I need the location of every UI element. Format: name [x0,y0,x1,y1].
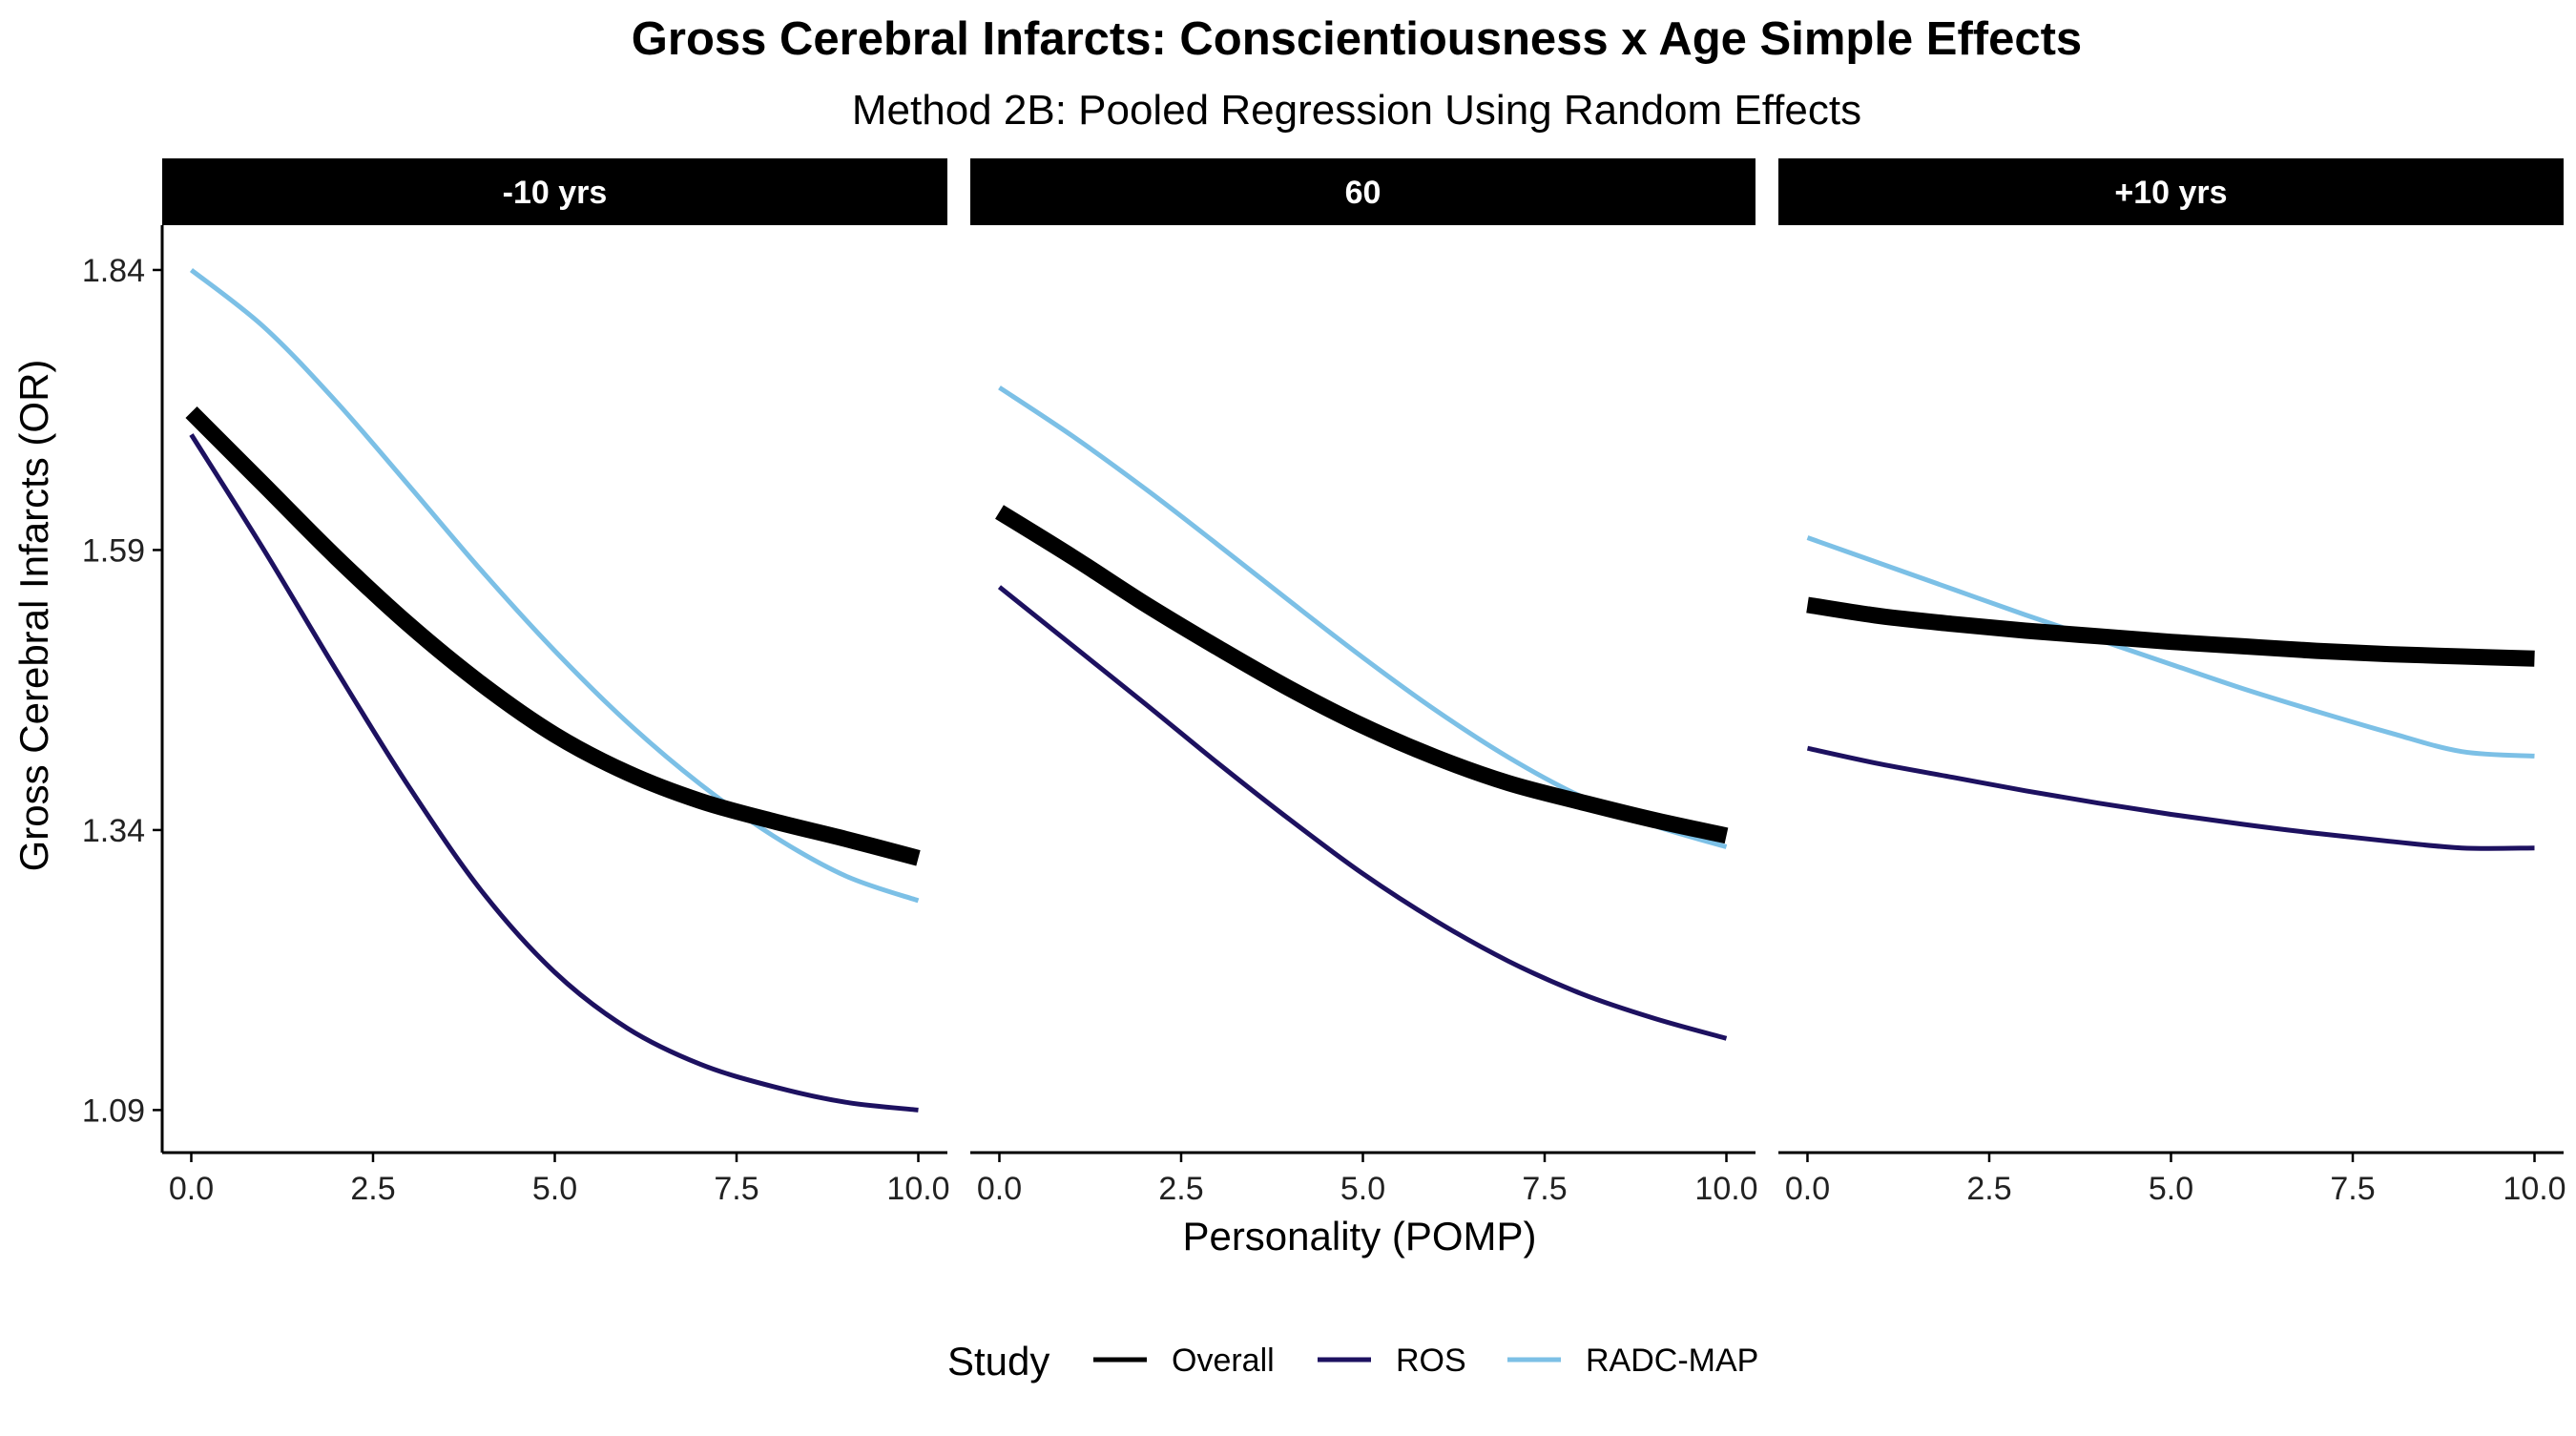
series-line-ros [1806,745,2535,851]
y-tick-label: 1.09 [82,1093,145,1129]
x-tick-label: 10.0 [2503,1171,2566,1207]
facet-strip [162,158,947,225]
x-tick-label: 7.5 [1522,1171,1567,1207]
series-line-ros [189,433,919,1113]
series-line-overall [995,505,1729,844]
series-line-radc-map [1806,535,2535,759]
x-tick-label: 2.5 [1158,1171,1203,1207]
facet-strip-label: -10 yrs [503,175,608,211]
x-tick-label: 0.0 [169,1171,214,1207]
legend-label-ros: ROS [1396,1342,1466,1379]
y-axis-label: Gross Cerebral Infarcts (OR) [11,360,56,872]
x-tick-label: 10.0 [886,1171,949,1207]
series-line-radc-map [998,385,1728,849]
legend-title: Study [947,1339,1049,1384]
x-tick-label: 5.0 [532,1171,577,1207]
facet-strip [1778,158,2564,225]
chart-subtitle: Method 2B: Pooled Regression Using Rando… [852,87,1861,134]
chart-title: Gross Cerebral Infarcts: Conscientiousne… [632,13,2082,65]
legend-label-radc-map: RADC-MAP [1586,1342,1758,1379]
facet-strip-label: 60 [1345,175,1381,211]
legend: Study Overall ROS RADC-MAP [947,1339,1758,1384]
x-tick-label: 2.5 [350,1171,395,1207]
facet-strip [970,158,1755,225]
x-tick-label: 10.0 [1694,1171,1757,1207]
x-tick-label: 7.5 [2330,1171,2375,1207]
x-tick-label: 2.5 [1966,1171,2011,1207]
facet-panel: -10 yrs 0.0 2.5 5.0 7.5 10.0 1.09 1.34 1.59 1.84 [82,158,950,1207]
legend-label-overall: Overall [1172,1342,1275,1379]
x-tick-label: 5.0 [2149,1171,2193,1207]
y-tick-label: 1.84 [82,253,145,289]
legend-item-radc-map: RADC-MAP [1507,1342,1758,1379]
x-tick-label: 7.5 [714,1171,758,1207]
legend-item-overall: Overall [1093,1342,1275,1379]
facet-panel: +10 yrs 0.0 2.5 5.0 7.5 10.0 [1778,158,2566,1207]
x-tick-label: 0.0 [977,1171,1022,1207]
series-line-radc-map [189,268,920,904]
facet-strip-label: +10 yrs [2114,175,2227,211]
series-line-ros [997,585,1728,1041]
x-tick-label: 5.0 [1340,1171,1385,1207]
x-tick-label: 0.0 [1785,1171,1830,1207]
series-line-overall [1806,596,2535,667]
y-tick-label: 1.59 [82,532,145,569]
facet-panel: 60 0.0 2.5 5.0 7.5 10.0 [970,158,1758,1207]
facet-panels: -10 yrs 0.0 2.5 5.0 7.5 10.0 1.09 1.34 1.59 1.84 6… [82,158,2566,1207]
x-axis-label: Personality (POMP) [1182,1214,1536,1259]
legend-item-ros: ROS [1318,1342,1466,1379]
y-tick-label: 1.34 [82,813,145,849]
series-line-overall [185,406,921,866]
